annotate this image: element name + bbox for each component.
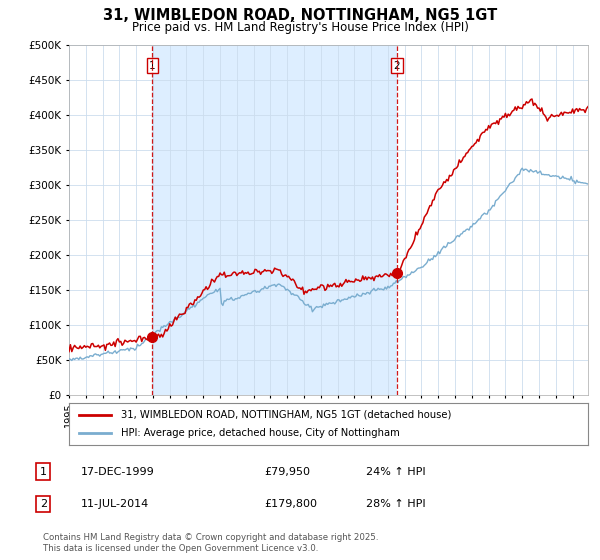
Text: 2: 2 [40,499,47,509]
Text: 1: 1 [40,466,47,477]
Text: £179,800: £179,800 [264,499,317,509]
Text: 11-JUL-2014: 11-JUL-2014 [81,499,149,509]
Text: 31, WIMBLEDON ROAD, NOTTINGHAM, NG5 1GT: 31, WIMBLEDON ROAD, NOTTINGHAM, NG5 1GT [103,8,497,24]
Text: 31, WIMBLEDON ROAD, NOTTINGHAM, NG5 1GT (detached house): 31, WIMBLEDON ROAD, NOTTINGHAM, NG5 1GT … [121,410,451,420]
Text: 24% ↑ HPI: 24% ↑ HPI [366,466,425,477]
Text: 1: 1 [149,61,156,71]
Text: 2: 2 [394,61,400,71]
Text: 28% ↑ HPI: 28% ↑ HPI [366,499,425,509]
Text: Price paid vs. HM Land Registry's House Price Index (HPI): Price paid vs. HM Land Registry's House … [131,21,469,34]
Text: £79,950: £79,950 [264,466,310,477]
Text: HPI: Average price, detached house, City of Nottingham: HPI: Average price, detached house, City… [121,428,400,438]
Bar [152,45,397,395]
Text: 17-DEC-1999: 17-DEC-1999 [81,466,155,477]
Text: Contains HM Land Registry data © Crown copyright and database right 2025.
This d: Contains HM Land Registry data © Crown c… [43,533,379,553]
